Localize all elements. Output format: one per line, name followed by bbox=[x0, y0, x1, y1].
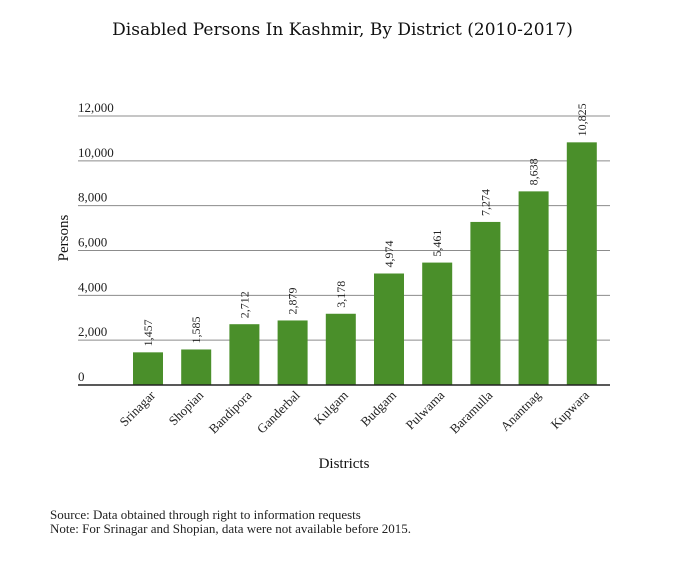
value-label: 4,974 bbox=[382, 240, 396, 267]
source-note: Source: Data obtained through right to i… bbox=[50, 507, 361, 522]
bar-bandipora bbox=[229, 324, 260, 385]
chart-title: Disabled Persons In Kashmir, By District… bbox=[112, 20, 573, 40]
footnote: Note: For Srinagar and Shopian, data wer… bbox=[50, 521, 411, 536]
bar-kulgam bbox=[325, 313, 356, 385]
x-tick-label: Bandipora bbox=[206, 387, 255, 436]
x-tick-label: Ganderbal bbox=[254, 387, 303, 436]
bar-anantnag bbox=[518, 191, 549, 385]
y-tick-label: 4,000 bbox=[78, 279, 107, 294]
bar-srinagar bbox=[133, 352, 163, 385]
x-tick-label: Shopian bbox=[166, 387, 207, 428]
bar-ganderbal bbox=[277, 320, 308, 385]
x-tick-label: Srinagar bbox=[116, 387, 158, 429]
bar-baramulla bbox=[470, 221, 501, 385]
bar-shopian bbox=[181, 349, 212, 385]
value-label: 1,457 bbox=[141, 319, 155, 346]
bars bbox=[133, 142, 597, 385]
bar-kupwara bbox=[566, 142, 597, 385]
value-label: 7,274 bbox=[478, 189, 492, 216]
bar-budgam bbox=[374, 273, 404, 385]
y-tick-label: 8,000 bbox=[78, 190, 107, 205]
value-label: 5,461 bbox=[430, 230, 444, 257]
y-tick-label: 12,000 bbox=[78, 100, 114, 115]
value-label: 2,712 bbox=[237, 291, 251, 318]
chart-notes: Source: Data obtained through right to i… bbox=[50, 508, 670, 536]
value-label: 3,178 bbox=[334, 281, 348, 308]
value-label: 10,825 bbox=[575, 103, 589, 136]
x-tick-label: Pulwama bbox=[402, 387, 447, 432]
y-axis-ticks: 0 2,000 4,000 6,000 8,000 10,000 12,000 bbox=[78, 100, 114, 384]
y-axis-label: Persons bbox=[56, 215, 72, 262]
y-tick-label: 0 bbox=[78, 369, 85, 384]
x-tick-label: Kupwara bbox=[548, 387, 592, 431]
x-axis-label: Districts bbox=[319, 456, 370, 472]
x-tick-label: Budgam bbox=[357, 388, 399, 430]
y-tick-label: 6,000 bbox=[78, 235, 107, 250]
x-tick-label: Kulgam bbox=[311, 388, 351, 428]
value-label: 8,638 bbox=[527, 158, 541, 185]
y-tick-label: 2,000 bbox=[78, 324, 107, 339]
value-labels: 1,457 1,585 2,712 2,879 3,178 4,974 5,461 7,274… bbox=[141, 103, 589, 346]
y-tick-label: 10,000 bbox=[78, 145, 114, 160]
value-label: 1,585 bbox=[189, 316, 203, 343]
x-axis-ticks: Srinagar Shopian Bandipora Ganderbal Kulgam B… bbox=[116, 387, 592, 436]
bar-pulwama bbox=[422, 262, 453, 385]
x-tick-label: Baramulla bbox=[447, 387, 496, 436]
x-tick-label: Anantnag bbox=[497, 387, 544, 434]
value-label: 2,879 bbox=[286, 287, 300, 314]
